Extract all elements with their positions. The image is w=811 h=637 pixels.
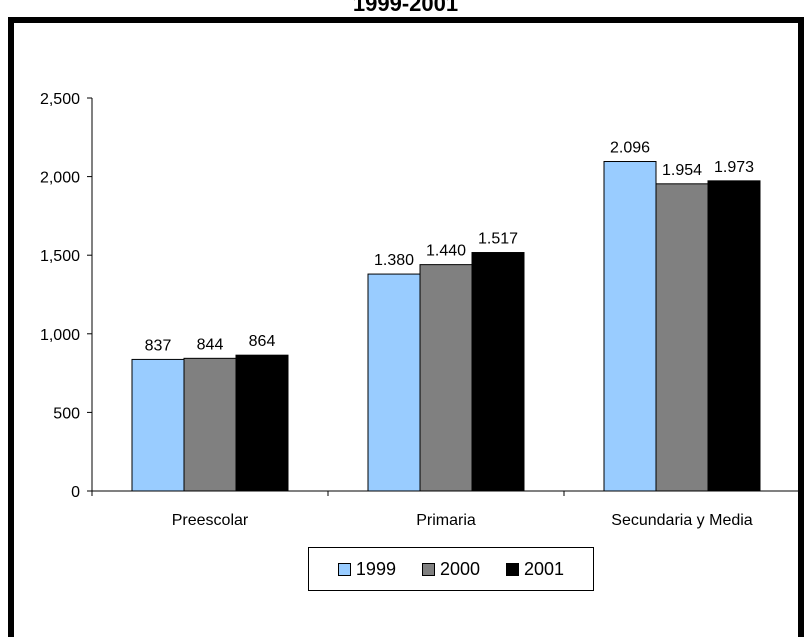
chart-title: 1999-2001 bbox=[352, 0, 459, 16]
y-tick-label: 2,000 bbox=[40, 170, 80, 187]
data-label: 1.517 bbox=[478, 231, 518, 248]
y-tick-label: 1,000 bbox=[40, 327, 80, 344]
legend-item-2001: 2001 bbox=[506, 559, 564, 580]
x-category-label: Secundaria y Media bbox=[611, 512, 753, 529]
legend-label-2000: 2000 bbox=[439, 558, 481, 579]
bar bbox=[367, 273, 421, 492]
bar bbox=[183, 357, 237, 492]
data-label: 1.380 bbox=[374, 252, 414, 269]
bar bbox=[471, 252, 525, 492]
x-category-label: Primaria bbox=[416, 512, 476, 529]
y-tick-label: 0 bbox=[71, 484, 80, 501]
y-tick-label: 2,500 bbox=[40, 91, 80, 108]
data-label: 864 bbox=[249, 333, 276, 350]
bar bbox=[655, 183, 709, 492]
x-category-label: Preescolar bbox=[172, 512, 249, 529]
data-label: 837 bbox=[145, 337, 172, 354]
data-label: 1.954 bbox=[662, 162, 702, 179]
bar bbox=[707, 180, 761, 492]
legend-label-2001: 2001 bbox=[524, 558, 565, 579]
bar bbox=[603, 161, 657, 492]
data-label: 1.440 bbox=[426, 243, 466, 260]
legend-item-2000: 2000 bbox=[421, 558, 481, 580]
data-label: 2.096 bbox=[610, 140, 650, 157]
bar bbox=[419, 264, 473, 492]
legend-swatch-2001 bbox=[506, 562, 520, 576]
legend-swatch-2000 bbox=[421, 562, 435, 576]
legend-item-1999: 1999 bbox=[337, 558, 396, 580]
legend: 1999 2000 2001 bbox=[308, 547, 594, 591]
y-tick-label: 500 bbox=[53, 405, 80, 422]
legend-label-1999: 1999 bbox=[355, 558, 396, 579]
data-label: 844 bbox=[197, 336, 224, 353]
y-tick-label: 1,500 bbox=[40, 248, 80, 265]
bar bbox=[235, 354, 289, 492]
legend-swatch-1999 bbox=[337, 562, 351, 576]
bar bbox=[131, 358, 185, 492]
data-label: 1.973 bbox=[714, 159, 754, 176]
